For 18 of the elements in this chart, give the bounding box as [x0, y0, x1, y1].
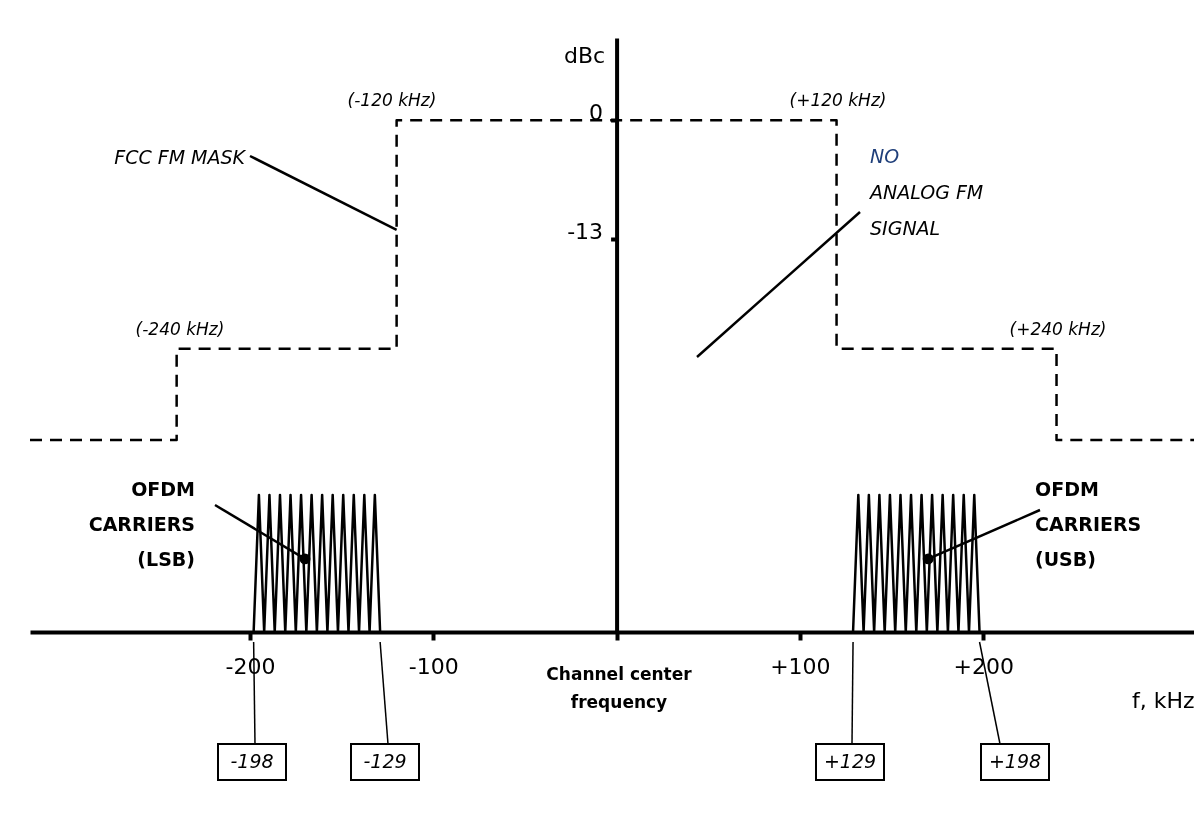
annotation: -198 [230, 750, 274, 772]
y-tick-label: -13 [567, 218, 604, 244]
annotation: (+120 kHz) [789, 90, 887, 110]
annotation: +129 [823, 750, 877, 772]
x-axis-title: f, kHz [1131, 687, 1194, 713]
annotation: NO ANALOG FM SIGNAL [868, 145, 984, 239]
annotation: OFDM CARRIERS (LSB) [88, 478, 195, 570]
x-tick-label: +100 [770, 653, 831, 679]
annotation: FCC FM MASK [114, 146, 247, 168]
y-axis-title: dBc [563, 42, 606, 68]
annotation: (-120 kHz) [347, 90, 437, 110]
annotation: (+240 kHz) [1009, 319, 1107, 339]
annotation: -129 [363, 750, 407, 772]
annotation: OFDM CARRIERS (USB) [1035, 478, 1142, 570]
text: Channel center frequency [546, 664, 693, 712]
annotation: +198 [988, 750, 1042, 772]
annotation: (-240 kHz) [135, 319, 225, 339]
x-tick-label: -100 [408, 653, 459, 679]
